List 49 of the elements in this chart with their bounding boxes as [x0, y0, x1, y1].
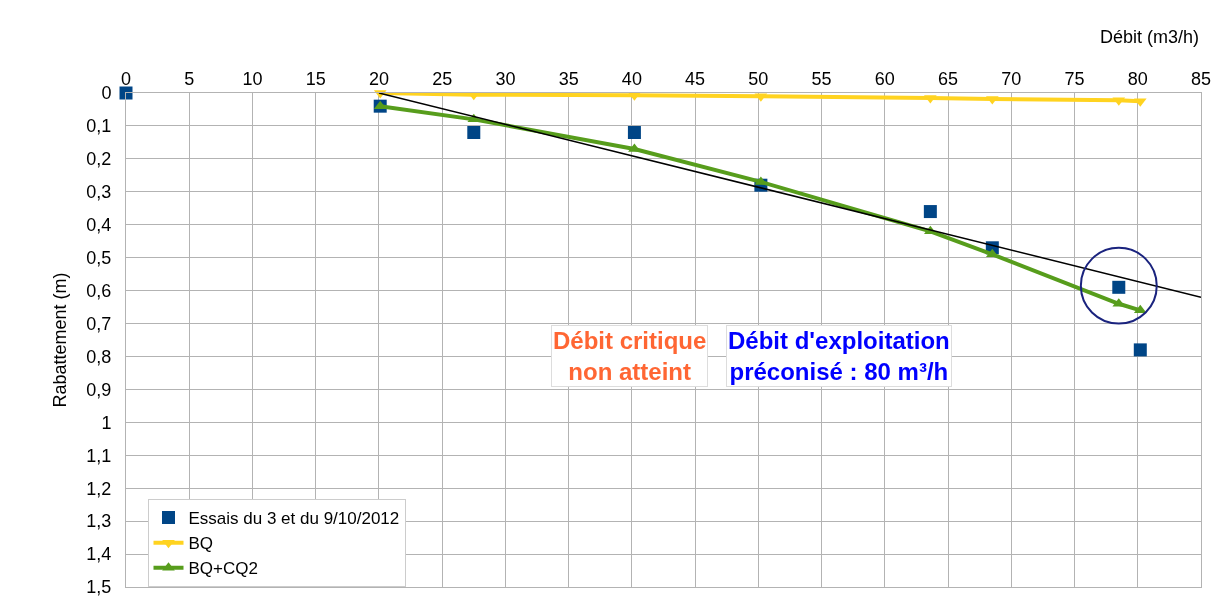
y-tick-label: 0,1	[86, 116, 112, 137]
y-tick-label: 1,2	[86, 478, 112, 499]
y-tick-label: 0,3	[86, 182, 112, 203]
x-axis-title: Débit (m3/h)	[1100, 27, 1200, 47]
legend-label: BQ	[188, 534, 214, 554]
y-tick-label: 1	[101, 412, 112, 433]
x-tick-label: 35	[558, 68, 579, 89]
x-tick-label: 60	[874, 68, 895, 89]
point	[1112, 280, 1126, 294]
point	[467, 126, 481, 140]
x-tick-label: 10	[242, 68, 263, 89]
y-tick-label: 0,8	[86, 346, 112, 367]
point	[985, 248, 999, 258]
y-tick-label: 0,2	[86, 149, 112, 170]
y-axis-title: Rabattement (m)	[49, 272, 70, 408]
y-tick-label: 0,6	[86, 280, 112, 301]
x-tick-label: 40	[621, 68, 642, 89]
x-tick-label: 55	[811, 68, 832, 89]
y-tick-label: 1,1	[86, 445, 112, 466]
x-tick-label: 85	[1190, 68, 1212, 89]
y-tick-label: 1,5	[86, 577, 112, 598]
y-tick-label: 1,4	[86, 544, 112, 565]
x-tick-label: 80	[1127, 68, 1148, 89]
x-tick-label: 25	[432, 68, 453, 89]
x-tick-label: 0	[120, 68, 132, 89]
y-tick-label: 0,9	[86, 379, 112, 400]
x-tick-label: 5	[184, 68, 195, 89]
point	[1133, 343, 1147, 357]
legend-label: Essais du 3 et du 9/10/2012	[188, 509, 400, 529]
x-tick-label: 15	[305, 68, 326, 89]
point	[627, 126, 641, 140]
x-tick-label: 75	[1064, 68, 1085, 89]
y-tick-label: 0	[101, 83, 112, 104]
x-tick-label: 70	[1001, 68, 1022, 89]
y-tick-label: 0,4	[86, 215, 112, 236]
point	[1133, 304, 1147, 314]
x-tick-label: 30	[495, 68, 516, 89]
x-tick-label: 50	[748, 68, 769, 89]
point	[923, 205, 937, 219]
y-tick-label: 0,5	[86, 247, 112, 268]
legend-label: BQ+CQ2	[188, 559, 258, 579]
annotation: Débit critique non atteint	[553, 327, 707, 386]
y-tick-label: 1,3	[86, 511, 112, 532]
y-tick-label: 0,7	[86, 313, 112, 334]
point	[119, 86, 133, 100]
x-tick-label: 20	[368, 68, 389, 89]
annotation: Débit d'exploitation préconisé : 80 m³/h	[728, 327, 950, 386]
x-tick-label: 45	[685, 68, 706, 89]
x-tick-label: 65	[938, 68, 959, 89]
